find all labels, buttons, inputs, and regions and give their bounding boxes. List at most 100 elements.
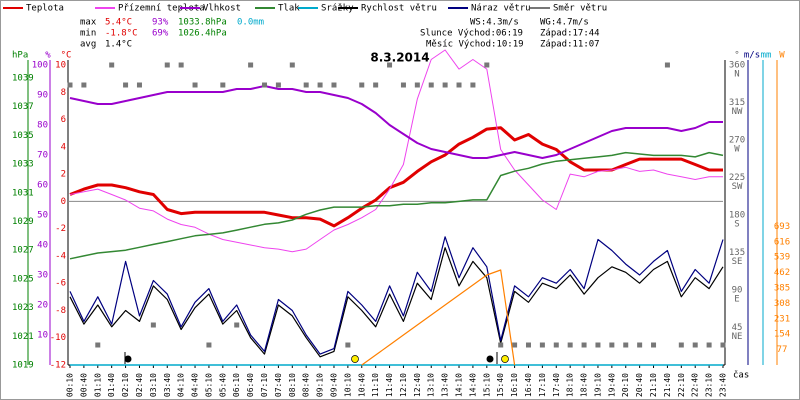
wind-direction — [428, 82, 434, 88]
x-tick-label: 13:40 — [441, 373, 450, 397]
wind-direction — [706, 342, 712, 348]
wind-direction — [470, 82, 476, 88]
x-tick-label: 04:10 — [177, 373, 186, 397]
x-tick-label: 06:40 — [246, 373, 255, 397]
wind-direction — [456, 82, 462, 88]
y-tick-label: -10 — [50, 333, 66, 343]
y-tick-label: 80 — [37, 121, 48, 131]
y-tick-label: 1029 — [12, 217, 34, 227]
y-tick-label: 77 — [777, 345, 788, 355]
stat: max — [80, 18, 97, 28]
y-tick-label: 693 — [774, 222, 790, 232]
x-tick-label: 17:10 — [538, 373, 547, 397]
x-tick-label: 10:10 — [343, 373, 352, 397]
wind-direction — [109, 62, 115, 68]
stat: -1.8°C — [105, 29, 138, 39]
sun-set-icon — [501, 355, 509, 363]
y-tick-label: 6 — [61, 115, 66, 125]
stat: Západ:11:07 — [540, 40, 600, 50]
x-tick-label: 04:40 — [191, 373, 200, 397]
wind-direction — [498, 342, 504, 348]
x-tick-label: 12:10 — [399, 373, 408, 397]
wind-direction — [67, 82, 73, 88]
wind-direction — [651, 342, 657, 348]
x-tick-label: 13:10 — [427, 373, 436, 397]
x-tick-label: 22:40 — [691, 373, 700, 397]
stat: 1.4°C — [105, 40, 132, 50]
y-tick-label: 1039 — [12, 73, 34, 83]
y-tick-label: 1037 — [12, 102, 34, 112]
y-tick-label: 154 — [774, 330, 790, 340]
y-tick-label: 1025 — [12, 274, 34, 284]
y-tick-label: 90 — [732, 286, 743, 296]
y-tick-label: -4 — [55, 251, 66, 261]
wind-direction — [220, 82, 226, 88]
x-tick-label: 17:40 — [552, 373, 561, 397]
wind-direction — [539, 342, 545, 348]
axis-unit: hPa — [12, 51, 28, 61]
y-tick-label: 539 — [774, 253, 790, 263]
wind-direction — [95, 342, 101, 348]
y-tick-label: 8 — [61, 88, 66, 98]
y-tick-label: 20 — [37, 301, 48, 311]
x-tick-label: 02:10 — [121, 373, 130, 397]
stat: Slunce Východ:06:19 — [420, 29, 523, 39]
y-tick-label: 1031 — [12, 188, 34, 198]
y-tick-label: 270 — [729, 136, 745, 146]
x-tick-label: 15:40 — [496, 373, 505, 397]
y-tick-label: S — [734, 220, 739, 230]
x-tick-label: 09:40 — [329, 373, 338, 397]
wind-direction — [442, 82, 448, 88]
wind-direction — [303, 82, 309, 88]
x-tick-label: 21:10 — [649, 373, 658, 397]
y-tick-label: 1035 — [12, 131, 34, 141]
axis-unit: W — [779, 51, 785, 61]
stat: WS:4.3m/s — [470, 18, 519, 28]
x-tick-label: 01:40 — [107, 373, 116, 397]
x-tick-label: 16:10 — [510, 373, 519, 397]
y-tick-label: 308 — [774, 299, 790, 309]
y-tick-label: 10 — [37, 331, 48, 341]
wind-direction — [400, 82, 406, 88]
wind-direction — [609, 342, 615, 348]
y-tick-label: 40 — [37, 241, 48, 251]
y-tick-label: 30 — [37, 271, 48, 281]
wind-direction — [692, 342, 698, 348]
y-tick-label: 50 — [37, 211, 48, 221]
x-tick-label: 16:40 — [524, 373, 533, 397]
y-tick-label: 60 — [37, 181, 48, 191]
x-tick-label: 20:10 — [621, 373, 630, 397]
x-tick-label: 09:10 — [316, 373, 325, 397]
wind-direction — [206, 342, 212, 348]
series-line — [361, 269, 516, 366]
wind-direction — [345, 342, 351, 348]
y-tick-label: 90 — [37, 91, 48, 101]
y-tick-label: -2 — [55, 224, 66, 234]
x-tick-label: 14:10 — [455, 373, 464, 397]
wind-direction — [248, 62, 254, 68]
wind-direction — [387, 62, 393, 68]
chart-title: 8.3.2014 — [370, 51, 429, 65]
series-line — [69, 49, 723, 253]
x-tick-label: 05:10 — [204, 373, 213, 397]
x-tick-label: 23:40 — [719, 373, 728, 397]
wind-direction — [192, 82, 198, 88]
series-line — [69, 85, 723, 159]
y-tick-label: 180 — [729, 211, 745, 221]
axis-unit: ° — [734, 51, 739, 61]
x-tick-label: 12:40 — [413, 373, 422, 397]
wind-direction — [289, 62, 295, 68]
y-tick-label: 616 — [774, 237, 790, 247]
x-tick-label: 03:10 — [149, 373, 158, 397]
wind-direction — [595, 342, 601, 348]
wind-direction — [275, 82, 281, 88]
y-tick-label: 1027 — [12, 246, 34, 256]
y-tick-label: -8 — [55, 306, 66, 316]
wind-direction — [414, 82, 420, 88]
legend-label: Náraz větru — [471, 4, 531, 14]
wind-direction — [637, 342, 643, 348]
y-tick-label: 462 — [774, 268, 790, 278]
wind-direction — [331, 82, 337, 88]
x-tick-label: 22:10 — [677, 373, 686, 397]
legend-label: Rychlost větru — [361, 4, 437, 14]
